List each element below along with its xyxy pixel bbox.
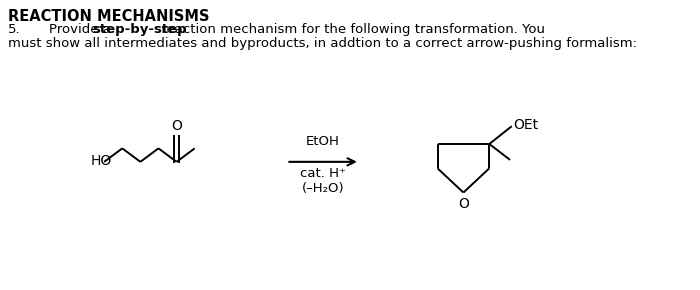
- Text: reaction mechanism for the following transformation. You: reaction mechanism for the following tra…: [157, 23, 545, 36]
- Text: O: O: [458, 197, 469, 211]
- Text: (–H₂O): (–H₂O): [302, 182, 344, 195]
- Text: step-by-step: step-by-step: [92, 23, 187, 36]
- Text: O: O: [171, 119, 182, 133]
- Text: cat. H⁺: cat. H⁺: [300, 167, 346, 180]
- Text: EtOH: EtOH: [306, 135, 340, 148]
- Text: must show all intermediates and byproducts, in addtion to a correct arrow-pushin: must show all intermediates and byproduc…: [8, 37, 637, 50]
- Text: 5.: 5.: [8, 23, 21, 36]
- Text: REACTION MECHANISMS: REACTION MECHANISMS: [8, 9, 210, 24]
- Text: Provide a: Provide a: [49, 23, 115, 36]
- Text: HO: HO: [90, 154, 111, 168]
- Text: OEt: OEt: [514, 118, 538, 132]
